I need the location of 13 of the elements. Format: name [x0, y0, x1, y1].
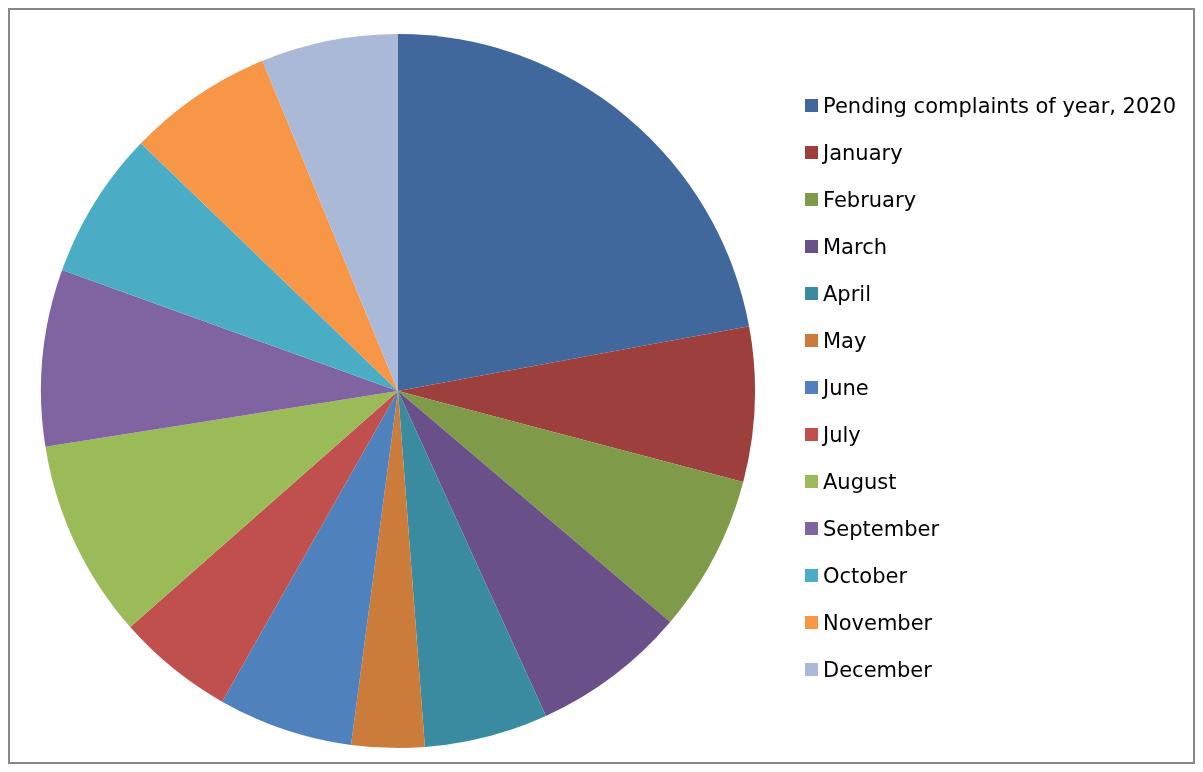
legend-label: September [823, 516, 940, 541]
legend-label: March [823, 234, 888, 259]
legend-label: May [823, 328, 867, 353]
legend-label: December [823, 657, 933, 682]
legend-label: August [823, 469, 897, 494]
legend-label: February [823, 187, 917, 212]
legend-label: January [821, 140, 903, 165]
legend-label: Pending complaints of year, 2020 [823, 93, 1177, 118]
legend-label: June [821, 375, 869, 400]
legend-label: October [823, 563, 908, 588]
legend-label: April [823, 281, 871, 306]
legend-label: July [821, 422, 861, 447]
legend-label: November [823, 610, 933, 635]
